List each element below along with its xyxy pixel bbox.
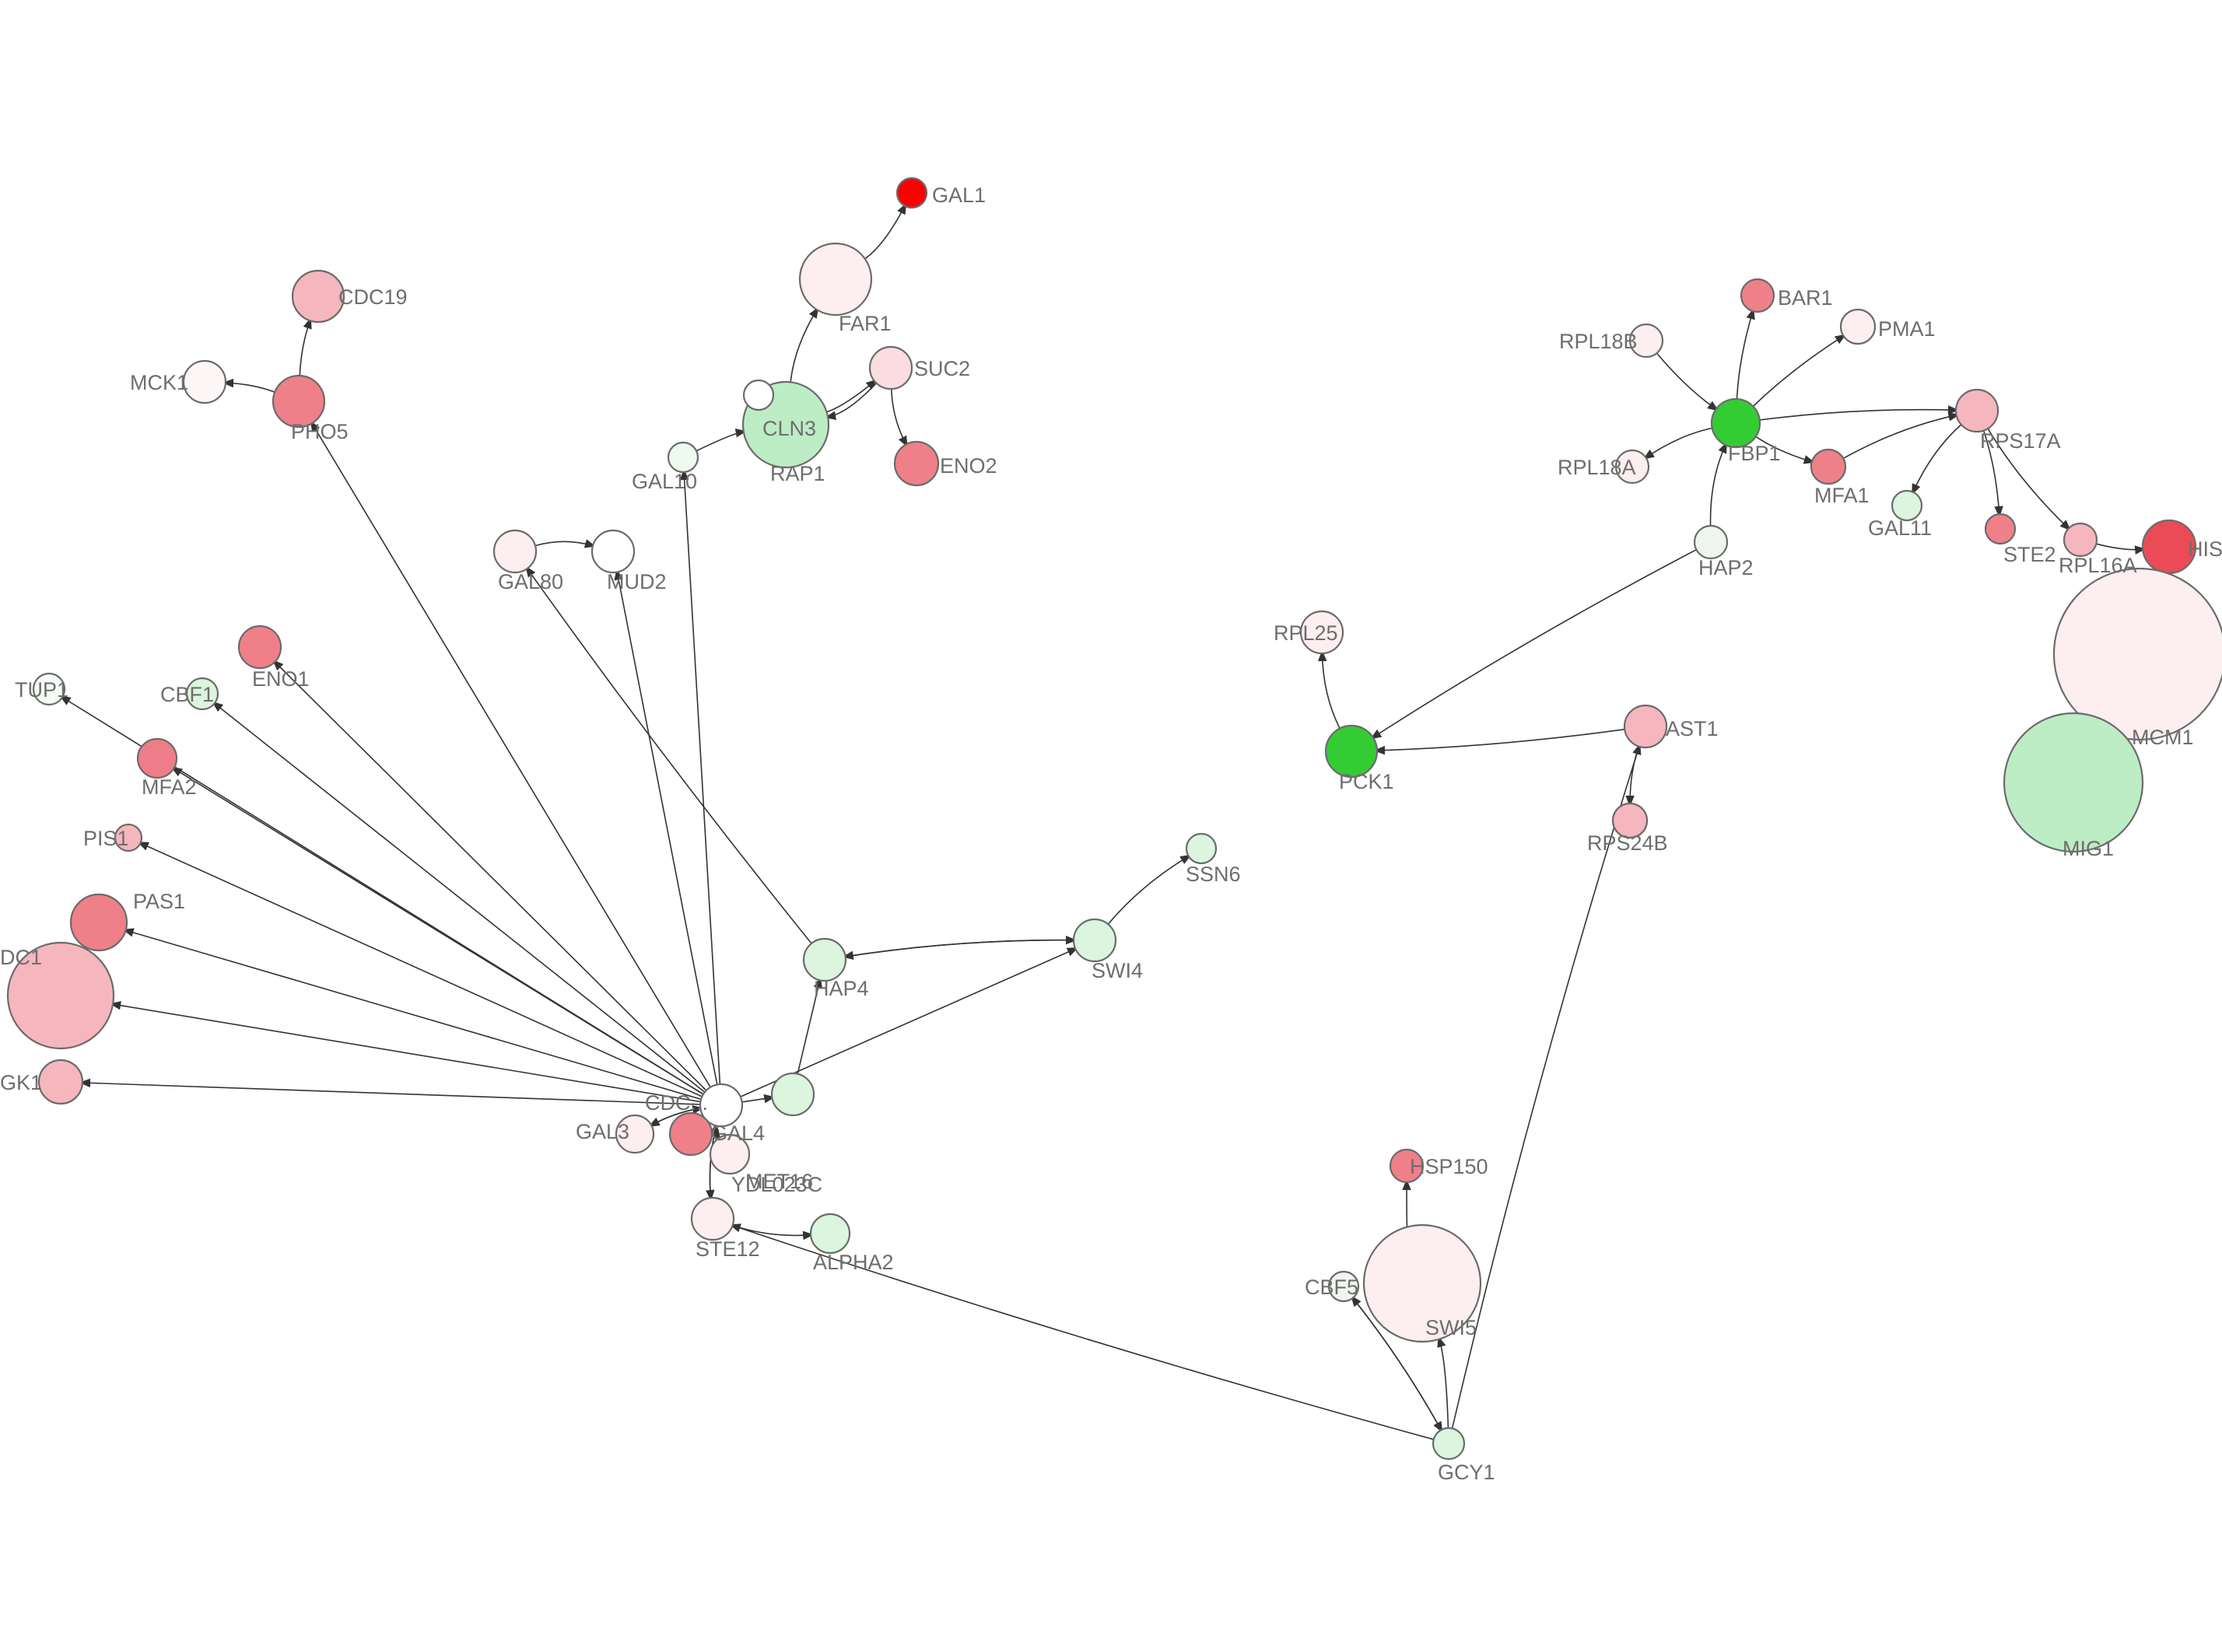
svg-text:FBP1: FBP1 (1728, 442, 1781, 465)
svg-text:STE2: STE2 (2003, 543, 2056, 566)
svg-text:GAL80: GAL80 (498, 570, 563, 593)
svg-text:MIG1: MIG1 (2063, 837, 2114, 860)
svg-text:MFA1: MFA1 (1814, 484, 1870, 507)
svg-text:TUP1: TUP1 (15, 678, 68, 702)
svg-text:RPL16A: RPL16A (2059, 554, 2137, 577)
svg-text:PCK1: PCK1 (1339, 770, 1394, 793)
svg-text:HSP150: HSP150 (1410, 1155, 1488, 1178)
svg-text:STE12: STE12 (696, 1237, 760, 1261)
svg-text:PGK1: PGK1 (0, 1071, 42, 1094)
svg-text:HAP4: HAP4 (814, 977, 869, 1000)
svg-text:GAL4: GAL4 (711, 1122, 765, 1145)
svg-text:MFA2: MFA2 (142, 775, 197, 799)
svg-text:BAR1: BAR1 (1778, 286, 1833, 310)
svg-text:GAL11: GAL11 (1868, 516, 1932, 540)
svg-text:RPL25: RPL25 (1274, 621, 1338, 645)
svg-text:SUC2: SUC2 (914, 357, 970, 380)
svg-text:SWI5: SWI5 (1425, 1316, 1477, 1339)
svg-text:GAL1: GAL1 (932, 184, 986, 207)
svg-text:ENO1: ENO1 (252, 667, 310, 691)
svg-text:GCY1: GCY1 (1438, 1461, 1495, 1484)
svg-text:FAR1: FAR1 (839, 312, 892, 335)
svg-text:HIS4: HIS4 (2188, 537, 2222, 561)
svg-text:CDC19: CDC19 (338, 285, 408, 309)
svg-text:MET16: MET16 (745, 1170, 813, 1193)
svg-text:MCM1: MCM1 (2132, 726, 2194, 749)
svg-text:RPS24B: RPS24B (1587, 831, 1668, 855)
svg-text:PIS1: PIS1 (83, 827, 129, 850)
svg-text:CLN3: CLN3 (762, 417, 816, 440)
svg-text:MCK1: MCK1 (130, 371, 188, 394)
svg-text:PHO5: PHO5 (291, 420, 349, 443)
svg-text:GAL10: GAL10 (632, 470, 697, 493)
svg-text:HAP2: HAP2 (1698, 556, 1754, 579)
svg-text:RAP1: RAP1 (770, 462, 825, 485)
svg-text:RPL18B: RPL18B (1559, 330, 1638, 353)
svg-text:ENO2: ENO2 (940, 454, 997, 478)
svg-text:RPS17A: RPS17A (1980, 429, 2061, 453)
svg-text:PMA1: PMA1 (1878, 317, 1936, 341)
svg-text:AST1: AST1 (1666, 717, 1719, 740)
svg-text:PAS1: PAS1 (133, 890, 185, 913)
svg-text:ALPHA2: ALPHA2 (813, 1251, 894, 1274)
svg-text:SSN6: SSN6 (1186, 863, 1241, 886)
svg-text:SWI4: SWI4 (1092, 959, 1143, 982)
svg-text:CBF5: CBF5 (1305, 1276, 1358, 1299)
svg-text:PDC1: PDC1 (0, 946, 42, 969)
svg-text:RPL18A: RPL18A (1558, 456, 1636, 479)
svg-text:CBF1: CBF1 (160, 683, 214, 706)
svg-text:CDC...: CDC... (645, 1091, 708, 1115)
svg-text:MUD2: MUD2 (607, 570, 667, 593)
svg-text:GAL3: GAL3 (576, 1120, 629, 1143)
